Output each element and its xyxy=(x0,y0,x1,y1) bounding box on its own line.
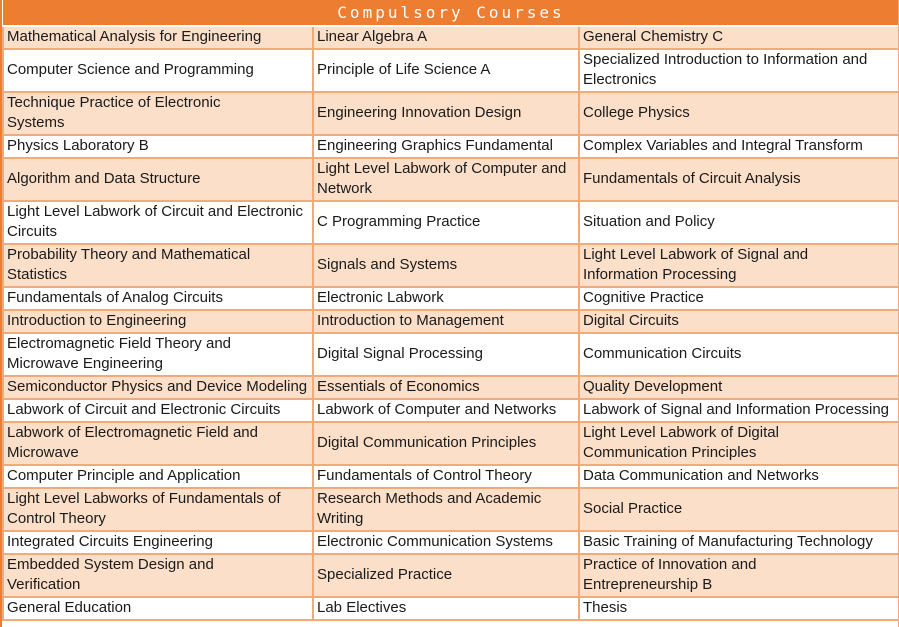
course-cell: Physics Laboratory B xyxy=(2,134,314,159)
table-row: Physics Laboratory B Engineering Graphics… xyxy=(2,134,898,159)
course-cell: Introduction to Management xyxy=(312,309,580,334)
table-header-row: Compulsory Courses xyxy=(3,0,898,27)
course-cell: Electromagnetic Field Theory and Microwa… xyxy=(2,332,314,377)
course-cell: Light Level Labwork of Circuit and Elect… xyxy=(2,200,314,245)
course-cell: Semiconductor Physics and Device Modelin… xyxy=(2,375,314,400)
course-cell: Light Level Labwork of Signal and Inform… xyxy=(578,243,898,288)
course-cell: College Physics xyxy=(578,91,898,136)
course-cell: Quality Development xyxy=(578,375,898,400)
course-cell: Cognitive Practice xyxy=(578,286,898,311)
course-cell: Digital Communication Principles xyxy=(312,421,580,466)
course-cell: Integrated Circuits Engineering xyxy=(2,530,314,555)
course-cell: Digital Signal Processing xyxy=(312,332,580,377)
course-cell: Fundamentals of Analog Circuits xyxy=(2,286,314,311)
table-row: Fundamentals of Analog Circuits Electroni… xyxy=(2,286,898,311)
course-cell: Labwork of Electromagnetic Field and Mic… xyxy=(2,421,314,466)
course-cell: Research Methods and Academic Writing xyxy=(312,487,580,532)
table-row: Technique Practice of Electronic Systems… xyxy=(2,91,898,136)
course-cell: Data Communication and Networks xyxy=(578,464,898,489)
course-cell: Computer Principle and Application xyxy=(2,464,314,489)
course-cell: Probability Theory and Mathematical Stat… xyxy=(2,243,314,288)
course-cell: Communication Circuits xyxy=(578,332,898,377)
table-row: Algorithm and Data Structure Light Level … xyxy=(2,157,898,202)
course-cell: Thesis xyxy=(578,596,898,621)
table-row: Computer Science and Programming Principl… xyxy=(2,48,898,93)
course-cell: Practice of Innovation and Entrepreneurs… xyxy=(578,553,898,598)
course-cell: Signals and Systems xyxy=(312,243,580,288)
course-cell: Complex Variables and Integral Transform xyxy=(578,134,898,159)
course-cell: Electronic Labwork xyxy=(312,286,580,311)
course-cell: Engineering Graphics Fundamental xyxy=(312,134,580,159)
course-cell: General Chemistry C xyxy=(578,25,898,50)
table-row: Light Level Labworks of Fundamentals of … xyxy=(2,487,898,532)
table-row: Probability Theory and Mathematical Stat… xyxy=(2,243,898,288)
course-cell: Basic Training of Manufacturing Technolo… xyxy=(578,530,898,555)
course-cell: General Education xyxy=(2,596,314,621)
course-cell: Engineering Innovation Design xyxy=(312,91,580,136)
course-cell: Computer Science and Programming xyxy=(2,48,314,93)
table-title: Compulsory Courses xyxy=(3,0,898,27)
table-row: Embedded System Design and Verification S… xyxy=(2,553,898,598)
course-cell: Specialized Introduction to Information … xyxy=(578,48,898,93)
course-cell: Labwork of Circuit and Electronic Circui… xyxy=(2,398,314,423)
course-cell: Essentials of Economics xyxy=(312,375,580,400)
course-cell: Mathematical Analysis for Engineering xyxy=(2,25,314,50)
course-cell: Light Level Labworks of Fundamentals of … xyxy=(2,487,314,532)
course-cell: Fundamentals of Control Theory xyxy=(312,464,580,489)
course-cell: Labwork of Computer and Networks xyxy=(312,398,580,423)
course-cell: Labwork of Signal and Information Proces… xyxy=(578,398,898,423)
table-row: Integrated Circuits Engineering Electroni… xyxy=(2,530,898,555)
course-cell: Lab Electives xyxy=(312,596,580,621)
table-row: General Education Lab Electives Thesis xyxy=(2,596,898,621)
course-cell: Social Practice xyxy=(578,487,898,532)
course-cell: Specialized Practice xyxy=(312,553,580,598)
course-cell: Electronic Communication Systems xyxy=(312,530,580,555)
table-row: Introduction to Engineering Introduction … xyxy=(2,309,898,334)
course-cell: Linear Algebra A xyxy=(312,25,580,50)
table-row: Computer Principle and Application Fundam… xyxy=(2,464,898,489)
course-cell: Digital Circuits xyxy=(578,309,898,334)
course-cell: Introduction to Engineering xyxy=(2,309,314,334)
table-row: Semiconductor Physics and Device Modelin… xyxy=(2,375,898,400)
table-row: Mathematical Analysis for Engineering Lin… xyxy=(2,25,898,50)
table-body: Mathematical Analysis for Engineering Lin… xyxy=(2,25,898,621)
table-row: Labwork of Circuit and Electronic Circui… xyxy=(2,398,898,423)
course-cell: Principle of Life Science A xyxy=(312,48,580,93)
course-cell: Fundamentals of Circuit Analysis xyxy=(578,157,898,202)
course-cell: Light Level Labwork of Computer and Netw… xyxy=(312,157,580,202)
course-cell: Light Level Labwork of Digital Communica… xyxy=(578,421,898,466)
course-cell: Situation and Policy xyxy=(578,200,898,245)
table-row: Light Level Labwork of Circuit and Elect… xyxy=(2,200,898,245)
course-cell: Algorithm and Data Structure xyxy=(2,157,314,202)
table-row: Electromagnetic Field Theory and Microwa… xyxy=(2,332,898,377)
course-cell: Embedded System Design and Verification xyxy=(2,553,314,598)
table-row: Labwork of Electromagnetic Field and Mic… xyxy=(2,421,898,466)
course-cell: Technique Practice of Electronic Systems xyxy=(2,91,314,136)
course-cell: C Programming Practice xyxy=(312,200,580,245)
